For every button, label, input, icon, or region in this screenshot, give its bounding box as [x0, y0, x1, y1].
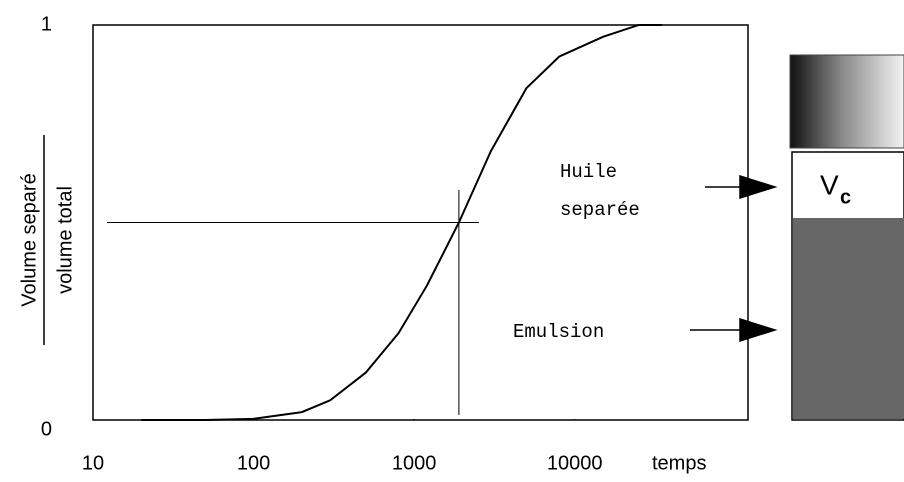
emulsion-layer — [793, 218, 904, 419]
y-tick-label: 0 — [41, 418, 52, 440]
curve — [141, 24, 663, 421]
lower-label: Emulsion — [513, 321, 604, 343]
upper-label: separée — [560, 199, 640, 221]
x-label: temps — [652, 452, 706, 474]
upper-label: Huile — [560, 161, 617, 183]
x-tick-label: 10000 — [547, 452, 603, 474]
plot-frame — [92, 24, 749, 421]
vc-subscript: c — [840, 186, 851, 208]
vc-symbol: V — [820, 169, 839, 200]
x-tick-label: 100 — [237, 452, 270, 474]
oil-layer — [789, 54, 904, 149]
y-label-numerator: Volume separé — [18, 173, 40, 306]
x-tick-label: 1000 — [392, 452, 437, 474]
y-label-denominator: volume total — [54, 186, 76, 294]
arrows — [690, 174, 778, 343]
y-label: Volume separé volume total — [18, 135, 76, 345]
y-tick-label: 1 — [41, 13, 52, 35]
x-tick-label: 10 — [82, 452, 104, 474]
